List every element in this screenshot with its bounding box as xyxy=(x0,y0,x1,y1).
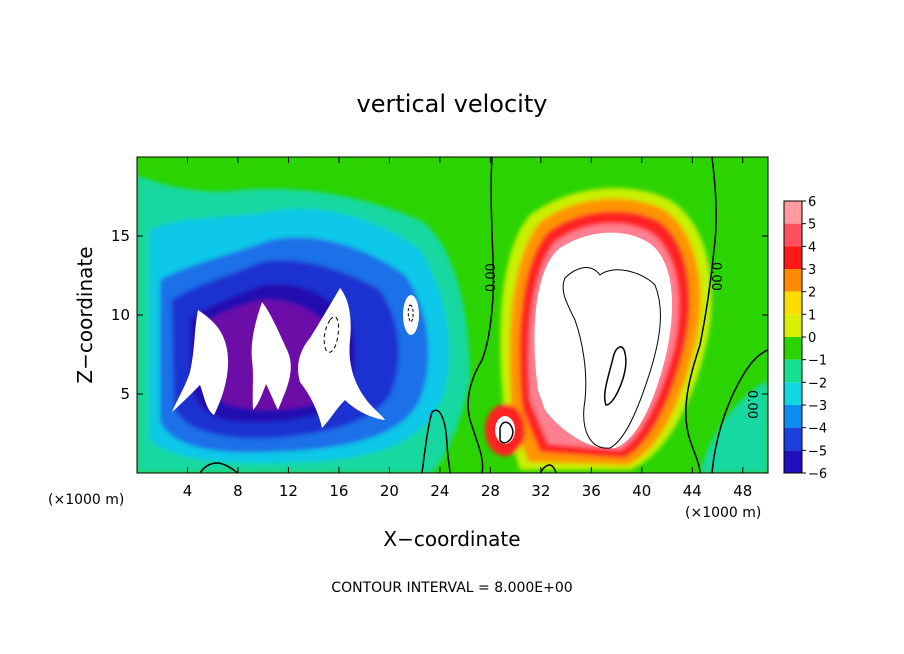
contour-negative-1 xyxy=(323,316,339,353)
x-tick-label: 4 xyxy=(183,482,193,500)
y-tick-label: 15 xyxy=(111,227,130,245)
colorbar-label: −2 xyxy=(808,376,827,391)
colorbar-swatch xyxy=(784,246,802,269)
x-axis: 4 8 12 16 20 24 28 32 36 40 44 48 xyxy=(183,157,752,500)
x-tick-label: 44 xyxy=(683,482,702,500)
x-tick-label: 36 xyxy=(582,482,601,500)
x-tick-label: 12 xyxy=(279,482,298,500)
contour-zero-far-right xyxy=(711,349,768,473)
x-tick-label: 32 xyxy=(531,482,550,500)
core-downdraft-3 xyxy=(298,288,385,428)
y-tick-label: 5 xyxy=(120,385,130,403)
colorbar-swatch xyxy=(784,450,802,473)
x-tick-label: 24 xyxy=(430,482,449,500)
y-axis-title: Z−coordinate xyxy=(73,246,97,383)
colorbar-swatch xyxy=(784,314,802,337)
contour-zero-bottom xyxy=(421,409,451,473)
colorbar-label: 6 xyxy=(808,195,816,210)
y-tick-label: 10 xyxy=(111,306,130,324)
velocity-field xyxy=(137,157,768,473)
colorbar-swatch xyxy=(784,382,802,405)
contour-positive-large xyxy=(562,267,661,449)
colorbar-label: 5 xyxy=(808,218,816,233)
colorbar-label: −3 xyxy=(808,399,827,414)
x-tick-label: 16 xyxy=(329,482,348,500)
x-tick-label: 28 xyxy=(481,482,500,500)
colorbar-swatch xyxy=(784,405,802,428)
colorbar-swatch xyxy=(784,359,802,383)
contour-label-1: 0.00 xyxy=(484,263,499,292)
contour-negative-2 xyxy=(407,304,414,323)
x-unit-right: (×1000 m) xyxy=(685,505,761,521)
contour-lines xyxy=(199,157,768,473)
core-downdraft-1 xyxy=(172,310,229,415)
colorbar-label: −5 xyxy=(808,444,827,459)
contour-positive-bubble xyxy=(499,421,514,444)
colorbar-label: 4 xyxy=(808,240,816,255)
colorbar: 6 5 4 3 2 1 0 −1 −2 −3 −4 −5 −6 xyxy=(783,195,827,482)
colorbar-swatch xyxy=(784,427,802,451)
colorbar-label: 1 xyxy=(808,308,816,323)
x-tick-label: 40 xyxy=(632,482,651,500)
colorbar-label: −6 xyxy=(808,467,827,482)
contour-interval: CONTOUR INTERVAL = 8.000E+00 xyxy=(331,580,572,596)
colorbar-label: 0 xyxy=(808,331,816,346)
x-tick-label: 20 xyxy=(380,482,399,500)
contour-label-2: 0.00 xyxy=(708,262,723,291)
core-downdraft-2 xyxy=(251,302,291,410)
colorbar-swatch xyxy=(784,223,802,247)
colorbar-swatch xyxy=(784,291,802,315)
colorbar-swatch xyxy=(784,201,802,224)
x-axis-title: X−coordinate xyxy=(383,527,520,551)
colorbar-label: −4 xyxy=(808,422,827,437)
contour-positive-inner xyxy=(603,346,627,406)
core-updraft xyxy=(534,232,673,449)
contour-label-3: 0.00 xyxy=(744,390,759,419)
contour-zero-bl xyxy=(199,462,239,473)
x-tick-label: 8 xyxy=(233,482,243,500)
contour-zero-right xyxy=(685,157,717,473)
x-tick-label: 48 xyxy=(733,482,752,500)
colorbar-swatch xyxy=(784,337,802,360)
colorbar-swatch xyxy=(784,269,802,292)
contour-zero-left xyxy=(467,157,495,473)
colorbar-label: 2 xyxy=(808,286,816,301)
x-unit-left: (×1000 m) xyxy=(48,492,124,508)
colorbar-label: −1 xyxy=(808,354,827,369)
field-right-cyan xyxy=(700,380,768,473)
chart-title: vertical velocity xyxy=(357,90,548,118)
core-downdraft-4 xyxy=(403,295,419,335)
y-axis: 5 10 15 xyxy=(111,227,768,403)
colorbar-label: 3 xyxy=(808,263,816,278)
